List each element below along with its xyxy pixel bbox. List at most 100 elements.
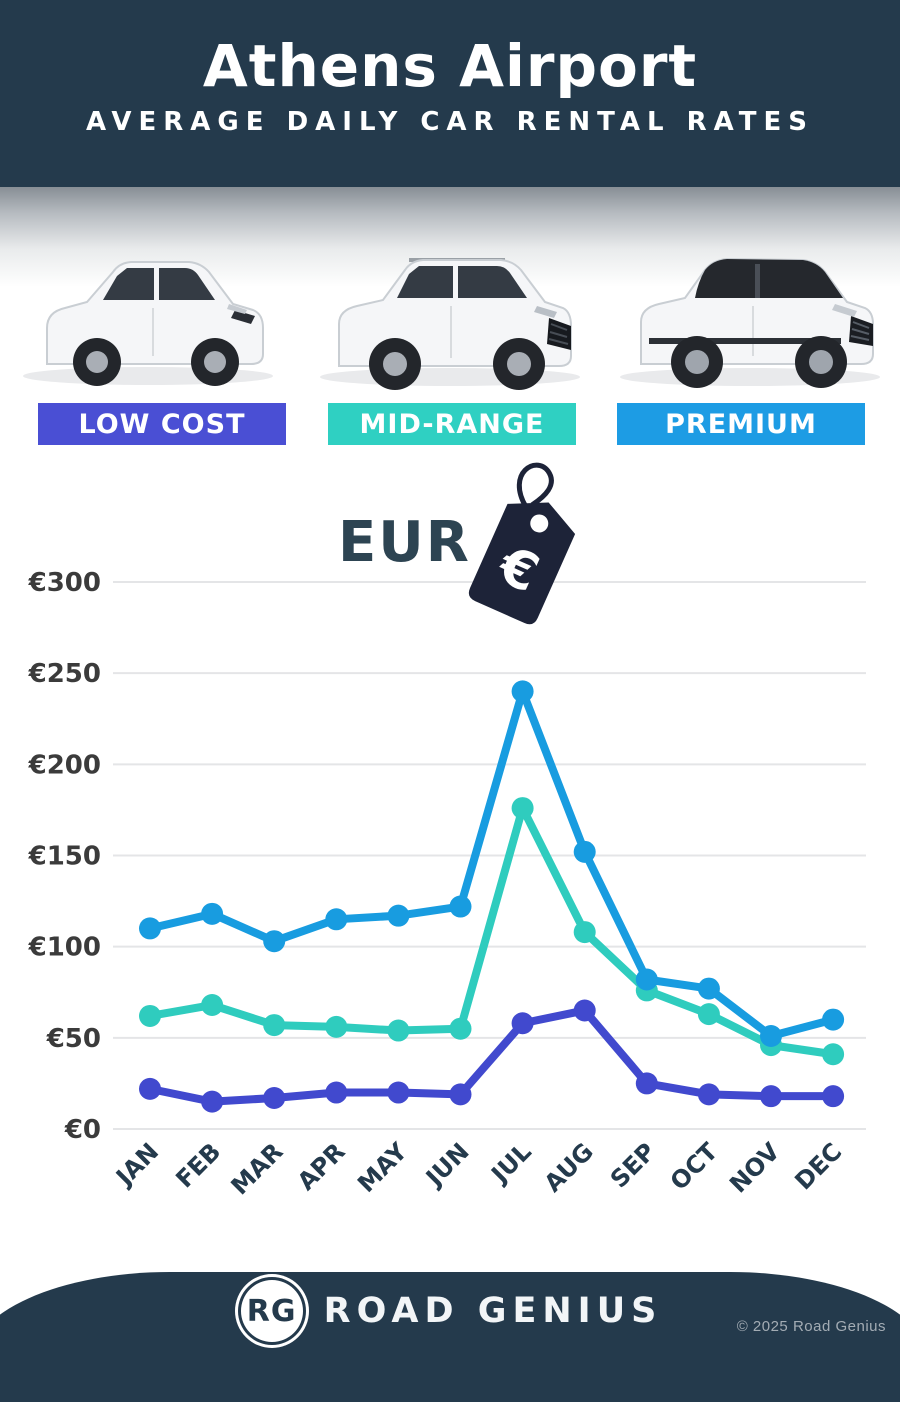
car-wheel-rim [383,352,407,376]
data-point-premium [263,930,286,953]
brand-logo: RG ROAD GENIUS [0,1272,900,1350]
currency-heading: EUR € [330,455,590,630]
car-windows [397,266,527,298]
car-pillar [755,264,760,298]
data-point-low-cost [760,1085,782,1108]
data-point-premium [635,968,658,991]
data-point-premium [511,680,534,703]
data-point-mid-range [697,1003,720,1026]
data-point-low-cost [573,999,596,1022]
data-point-low-cost [635,1072,658,1095]
data-point-premium [449,895,472,918]
hatchback-car-icon [23,261,273,386]
y-axis-tick-label: €300 [28,568,101,598]
premium-car-image [605,215,895,397]
brand-name: ROAD GENIUS [323,1291,663,1331]
data-point-mid-range [822,1043,845,1066]
data-point-low-cost [511,1012,534,1035]
car-headlight [227,304,247,314]
suv-car-icon [320,258,580,390]
car-wheel-rim [204,351,226,373]
legend-label-text: LOW COST [78,408,246,440]
legend-premium-label: PREMIUM [617,403,865,445]
copyright-text: © 2025 Road Genius [736,1318,886,1335]
data-point-premium [139,917,161,940]
x-axis-label: AUG [539,1137,599,1197]
data-point-premium [387,904,410,927]
car-grille [231,310,255,324]
data-point-premium [697,977,720,1000]
x-axis-label: DEC [789,1137,847,1195]
cars-band [0,187,900,402]
x-axis-label: MAY [352,1137,413,1198]
data-point-mid-range [325,1015,348,1038]
car-headlight [832,304,857,317]
mid-range-car-image [305,215,595,397]
legend-label-text: PREMIUM [665,408,817,440]
data-point-mid-range [573,921,596,944]
car-wheel-rim [809,350,833,374]
tag-body [468,502,576,625]
data-point-mid-range [263,1014,286,1037]
data-point-premium [201,902,224,925]
price-tag-icon: € [468,462,576,625]
data-point-low-cost [387,1081,410,1104]
legend-low-cost-label: LOW COST [38,403,286,445]
series-line-premium [146,687,838,1041]
rental-rates-line-chart: €300 €250 €200 €150 €100 €50 €0 JAN FEB MAR APR MAY… [28,568,866,1200]
x-axis-label: JAN [109,1137,164,1192]
y-axis-tick-label: €250 [28,659,101,689]
tag-hole [530,514,549,533]
car-pillar [453,266,458,298]
x-axis-label: JUL [485,1137,537,1189]
car-wheel-rim [507,352,531,376]
legend-label-text: MID-RANGE [359,408,545,440]
y-axis-tick-label: €100 [28,933,101,963]
data-point-low-cost [697,1083,720,1106]
data-point-low-cost [139,1077,161,1100]
car-wheel-rim [685,350,709,374]
car-wheel-rim [86,351,108,373]
data-point-mid-range [511,797,534,820]
x-axis-label: NOV [724,1137,785,1198]
x-axis-label: APR [292,1137,350,1195]
legend-mid-range-label: MID-RANGE [328,403,576,445]
car-pillar [154,268,159,300]
y-axis-tick-label: €50 [46,1024,101,1054]
premium-suv-car-icon [620,257,880,388]
x-axis-label: SEP [605,1137,661,1193]
data-point-mid-range [387,1019,410,1042]
tag-body-group: € [468,502,576,625]
data-point-low-cost [325,1081,348,1104]
data-point-low-cost [263,1087,286,1110]
data-point-mid-range [449,1017,472,1040]
data-point-premium [325,908,348,931]
x-axis-label: JUN [419,1137,475,1193]
data-point-mid-range [139,1004,161,1027]
rg-logo-icon: RG [237,1277,306,1345]
x-axis-label: FEB [170,1137,226,1193]
y-axis-tick-label: €150 [28,841,101,871]
data-point-low-cost [449,1083,472,1106]
x-axis-label: MAR [226,1137,289,1200]
car-grille-mesh [850,321,870,341]
data-point-low-cost [822,1085,845,1108]
currency-label: EUR [338,510,471,575]
car-black-roof [695,259,843,298]
data-point-low-cost [201,1090,224,1113]
data-point-premium [822,1008,845,1031]
y-axis-tick-label: €200 [28,750,101,780]
footer-banner: RG ROAD GENIUS © 2025 Road Genius [0,1272,900,1402]
y-axis-tick-label: €0 [64,1115,101,1145]
x-axis-label: OCT [665,1137,724,1196]
data-point-premium [573,840,596,863]
data-point-mid-range [201,994,224,1017]
page-title: Athens Airport [202,32,698,100]
car-headlight [534,306,557,318]
data-point-premium [760,1025,782,1048]
car-grille-mesh [548,323,569,345]
page-subtitle: AVERAGE DAILY CAR RENTAL RATES [86,106,814,137]
low-cost-car-image [3,215,293,397]
tag-string [516,462,554,509]
header-banner: Athens Airport AVERAGE DAILY CAR RENTAL … [0,0,900,187]
